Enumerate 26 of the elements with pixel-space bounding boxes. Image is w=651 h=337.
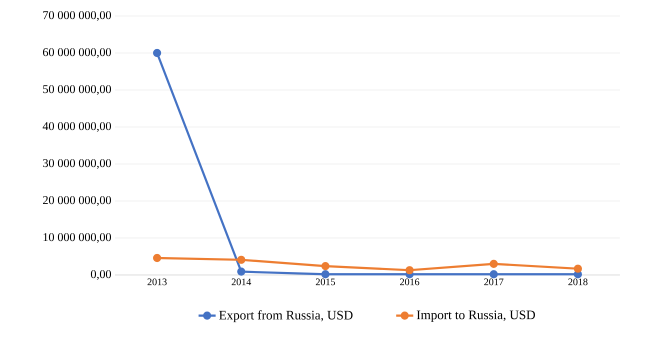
y-tick-label: 40 000 000,00: [42, 122, 111, 132]
point: [321, 262, 330, 270]
point: [574, 264, 582, 273]
y-tick-label: 10 000 000,00: [44, 233, 111, 243]
legend-label: Export from Russia, USD: [219, 310, 353, 322]
legend-label: Import to Russia, USD: [416, 310, 535, 322]
x-tick-label: 2015: [316, 278, 336, 286]
x-tick-label: 2013: [148, 278, 167, 286]
point: [490, 270, 498, 278]
y-tick-label: 0,00: [90, 270, 112, 280]
x-tick-label: 2018: [568, 278, 588, 286]
point: [321, 270, 330, 278]
y-tick-label: 30 000 000,00: [43, 159, 111, 169]
y-tick-label: 50 000 000,00: [43, 85, 111, 95]
point: [237, 268, 246, 276]
y-tick-label: 70 000 000,00: [43, 11, 111, 21]
x-tick-label: 2016: [400, 278, 420, 286]
y-tick-label: 20 000 000,00: [43, 196, 111, 206]
point: [152, 48, 162, 58]
x-tick-label: 2014: [232, 278, 252, 286]
point: [490, 260, 498, 268]
point: [405, 266, 414, 274]
point: [152, 254, 162, 262]
point: [237, 256, 246, 264]
x-tick-label: 2017: [484, 278, 504, 286]
y-tick-label: 60 000 000,00: [42, 48, 111, 58]
